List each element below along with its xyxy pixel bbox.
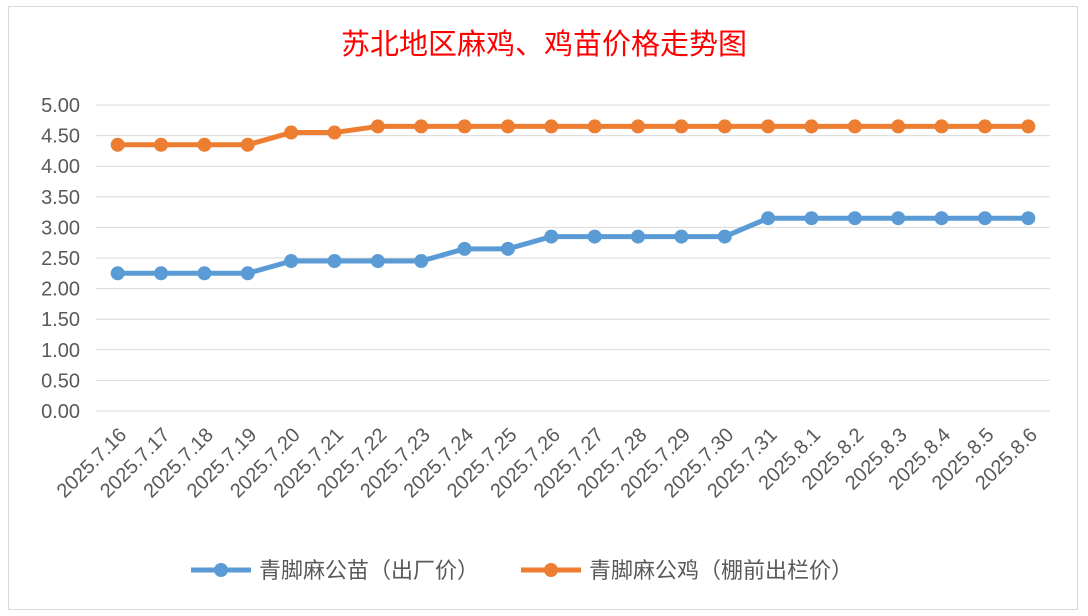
series-1-point [370,254,385,269]
series-1-point [284,254,299,269]
y-tick-label: 4.00 [41,156,80,178]
series-1-point [197,266,212,281]
series-2-point [457,119,472,134]
series-1-point [457,241,472,256]
series-2-point [370,119,385,134]
series-2-point [1021,119,1036,134]
series-2-point [847,119,862,134]
series-2-point [587,119,602,134]
y-tick-label: 5.00 [41,95,80,117]
series-1-point [1021,211,1036,226]
series-2-point [284,125,299,140]
series-2-point [934,119,949,134]
series-1-point [414,254,429,269]
series-1-point [847,211,862,226]
y-tick-label: 4.50 [41,126,80,148]
series-1-point [674,229,689,244]
legend-marker-2 [544,563,558,577]
series-2-point [804,119,819,134]
series-line-1 [117,215,1029,276]
series-2-point [154,137,169,152]
y-tick-label: 1.00 [41,340,80,362]
series-2-point [977,119,992,134]
series-2-point [414,119,429,134]
y-tick-label: 3.50 [41,187,80,209]
series-2-point [674,119,689,134]
series-1-point [154,266,169,281]
series-2-point [717,119,732,134]
chart-frame [8,6,1078,610]
series-line-2 [117,123,1029,148]
series-1-point [977,211,992,226]
series-1-point [587,229,602,244]
series-1-point [761,211,776,226]
y-tick-label: 3.00 [41,217,80,239]
y-tick-label: 0.00 [41,401,80,423]
y-tick-label: 2.50 [41,248,80,270]
series-1-point [804,211,819,226]
series-1-point [240,266,255,281]
series-2-point [761,119,776,134]
y-axis: 0.00 0.50 1.00 1.50 2.00 2.50 3.00 3.50 4.00 4.50… [41,95,80,423]
series-2-point [891,119,906,134]
x-axis: 2025.7.162025.7.172025.7.182025.7.192025… [53,424,1042,502]
series-1-point [717,229,732,244]
series-1-point [110,266,125,281]
series-1-point [544,229,559,244]
series-1-point [934,211,949,226]
series-2-point [631,119,646,134]
series-1-point [631,229,646,244]
grid-lines [96,104,1050,412]
series-2-point [197,137,212,152]
legend-label-1: 青脚麻公苗（出厂价） [259,559,479,584]
series-2-point [327,125,342,140]
series-1-point [500,241,515,256]
series-2-point [544,119,559,134]
series-1-point [891,211,906,226]
y-tick-label: 0.50 [41,370,80,392]
series-2-point [110,137,125,152]
chart-title: 苏北地区麻鸡、鸡苗价格走势图 [341,27,747,61]
y-tick-label: 1.50 [41,309,80,331]
series-1-point [327,254,342,269]
series-2-point [240,137,255,152]
legend-label-2: 青脚麻公鸡（棚前出栏价） [589,559,853,584]
series-2-point [500,119,515,134]
y-tick-label: 2.00 [41,279,80,301]
legend: 青脚麻公苗（出厂价） 青脚麻公鸡（棚前出栏价） [191,559,853,584]
series-lines [110,119,1036,281]
legend-marker-1 [214,563,228,577]
